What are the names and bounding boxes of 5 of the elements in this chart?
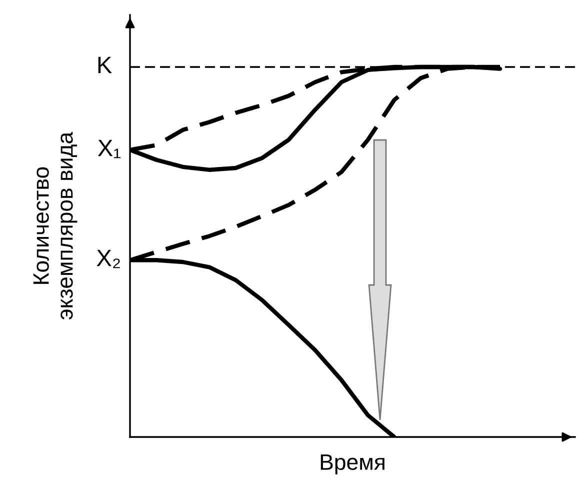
- x-axis-title: Время: [320, 454, 384, 474]
- ref-line-label: K: [98, 56, 112, 74]
- annotation: X₁: [98, 140, 120, 158]
- y-axis-title: Количество экземпляров вида: [33, 132, 78, 320]
- annotation: X₂: [96, 250, 120, 268]
